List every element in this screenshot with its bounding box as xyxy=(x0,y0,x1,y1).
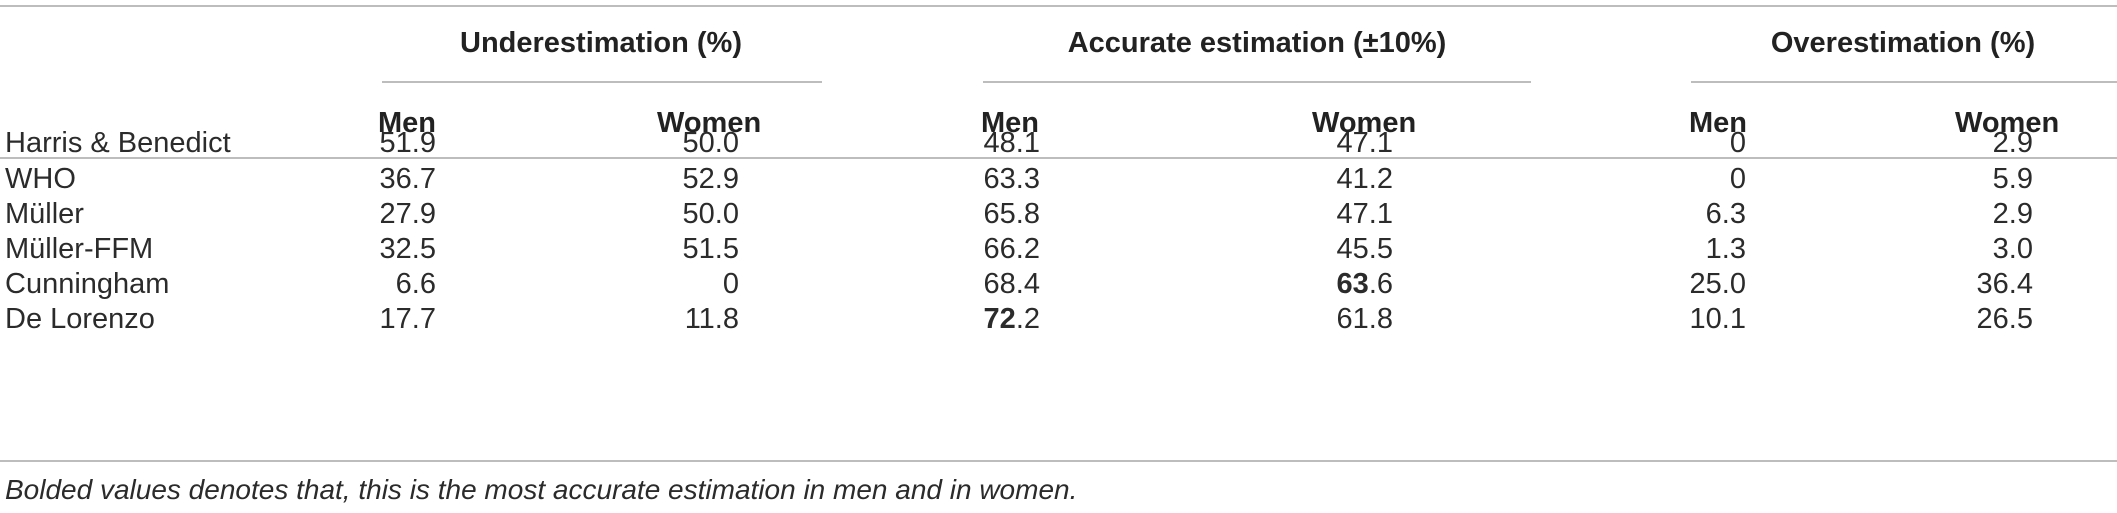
row-label: De Lorenzo xyxy=(5,303,155,335)
table-cell: 48.1 xyxy=(983,127,1040,159)
group-header-accurate-estimation: Accurate estimation (±10%) xyxy=(1067,27,1447,59)
table-cell: 6.6 xyxy=(395,268,436,300)
table-cell: 0 xyxy=(722,268,739,300)
table-cell: 63.6 xyxy=(1336,268,1393,300)
table-cell: 6.3 xyxy=(1705,198,1746,230)
table-cell: 27.9 xyxy=(379,198,436,230)
group-header-overestimation: Overestimation (%) xyxy=(1770,27,2036,59)
group-underline-underestimation xyxy=(382,81,822,83)
table-cell: 72.2 xyxy=(983,303,1040,335)
table-cell: 3.0 xyxy=(1992,233,2033,265)
table-cell: 51.5 xyxy=(682,233,739,265)
table-cell: 0 xyxy=(1729,163,1746,195)
table-cell: 36.7 xyxy=(379,163,436,195)
table-cell: 50.0 xyxy=(682,127,739,159)
row-label: Cunningham xyxy=(5,268,170,300)
bold-value-highlight: 72 xyxy=(983,303,1016,335)
table-cell: 50.0 xyxy=(682,198,739,230)
table-cell: 2.9 xyxy=(1992,198,2033,230)
table-cell: 47.1 xyxy=(1336,127,1393,159)
sub-header-men-accurate: Men xyxy=(981,107,1039,139)
table-footnote: Bolded values denotes that, this is the … xyxy=(5,474,1078,505)
table-bottom-rule xyxy=(0,460,2117,462)
table-cell: 26.5 xyxy=(1976,303,2033,335)
table-cell: 47.1 xyxy=(1336,198,1393,230)
group-underline-overestimation xyxy=(1691,81,2117,83)
row-label: Harris & Benedict xyxy=(5,127,231,159)
table-cell: 0 xyxy=(1729,127,1746,159)
table-cell: 25.0 xyxy=(1689,268,1746,300)
group-header-underestimation: Underestimation (%) xyxy=(460,27,742,59)
sub-header-women-over: Women xyxy=(1955,107,2060,139)
table-cell: 41.2 xyxy=(1336,163,1393,195)
row-label: Müller-FFM xyxy=(5,233,154,265)
row-label: WHO xyxy=(5,163,76,195)
row-label: Müller xyxy=(5,198,84,230)
header-bottom-rule xyxy=(0,157,2117,159)
table-cell: 63.3 xyxy=(983,163,1040,195)
table-cell: 66.2 xyxy=(983,233,1040,265)
table-cell: 11.8 xyxy=(684,303,739,335)
table-cell: 2.9 xyxy=(1992,127,2033,159)
table-cell: 45.5 xyxy=(1336,233,1393,265)
table-cell: 51.9 xyxy=(379,127,436,159)
table-cell: 5.9 xyxy=(1992,163,2033,195)
group-underline-accurate xyxy=(983,81,1531,83)
table-cell: 68.4 xyxy=(983,268,1040,300)
table-top-rule xyxy=(0,5,2117,7)
sub-header-men-under: Men xyxy=(378,107,436,139)
table-cell: 61.8 xyxy=(1336,303,1393,335)
sub-header-men-over: Men xyxy=(1689,107,1747,139)
table-cell: 1.3 xyxy=(1705,233,1746,265)
table-cell: 36.4 xyxy=(1976,268,2033,300)
table-cell: 65.8 xyxy=(983,198,1040,230)
sub-header-women-accurate: Women xyxy=(1312,107,1417,139)
table-cell: 52.9 xyxy=(682,163,739,195)
table-cell: 17.7 xyxy=(379,303,436,335)
bold-value-highlight: 63 xyxy=(1336,268,1369,300)
sub-header-women-under: Women xyxy=(657,107,762,139)
table-cell: 32.5 xyxy=(379,233,436,265)
table-cell: 10.1 xyxy=(1689,303,1746,335)
